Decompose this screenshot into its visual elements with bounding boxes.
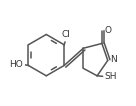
Text: HO: HO xyxy=(9,60,23,69)
Text: N: N xyxy=(110,55,116,64)
Text: Cl: Cl xyxy=(62,30,71,39)
Text: O: O xyxy=(105,26,112,35)
Text: SH: SH xyxy=(104,72,117,81)
